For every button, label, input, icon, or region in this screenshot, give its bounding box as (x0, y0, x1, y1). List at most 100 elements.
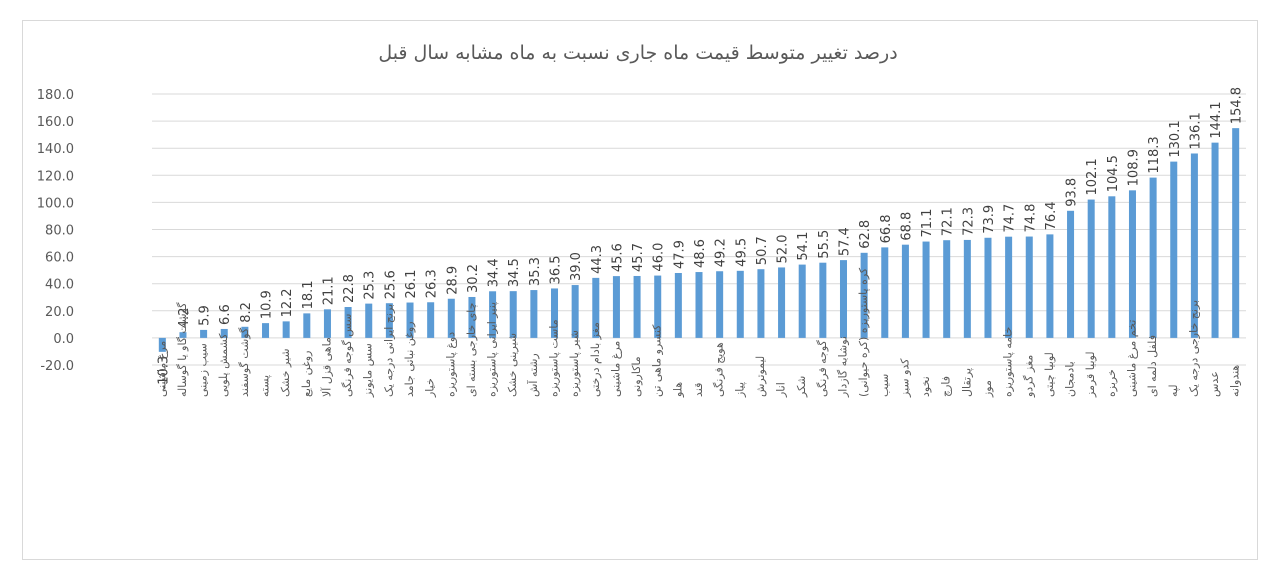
bar (943, 240, 951, 338)
data-label: 66.8 (879, 214, 894, 243)
category-label: سس مایونز (362, 343, 375, 398)
category-label: فلفل دلمه ای (1146, 335, 1159, 397)
category-label: دوغ پاستوریزه (444, 332, 457, 397)
bar (323, 309, 331, 338)
bar (798, 264, 806, 338)
bar (427, 302, 435, 338)
data-label: 49.5 (734, 238, 749, 267)
data-label: 6.6 (218, 304, 233, 325)
y-tick-label: -20.0 (40, 359, 74, 374)
category-label: عدس (1208, 371, 1221, 397)
bar (200, 329, 208, 338)
category-label: رشته آش (526, 353, 540, 397)
data-label: 74.7 (1003, 204, 1018, 233)
bar (716, 271, 724, 338)
bar (839, 260, 847, 338)
data-label: 54.1 (796, 232, 811, 261)
category-label: هویج فرنگی (713, 342, 726, 397)
bar (901, 244, 909, 338)
data-label: 4.2 (177, 308, 192, 329)
data-label: 93.8 (1065, 178, 1080, 207)
data-label: 34.4 (487, 258, 502, 287)
bar (736, 270, 744, 338)
data-label: 136.1 (1188, 112, 1203, 149)
category-label: کدو سبز (898, 358, 911, 398)
category-label: شیرینی خشک (506, 333, 519, 397)
bar (406, 302, 414, 338)
data-label: 45.6 (610, 243, 625, 272)
data-label: 25.3 (363, 271, 378, 300)
category-label: هندوانه (1229, 365, 1242, 397)
data-label: 72.1 (941, 207, 956, 236)
category-label: هلو (671, 382, 684, 398)
bar (695, 272, 703, 338)
bar (1128, 190, 1136, 338)
category-label: ماکارونی (630, 356, 643, 397)
bar (468, 296, 476, 338)
category-label: کره پاستوریزه (کره حیوانی) (857, 267, 870, 397)
x-axis-labels: مرغ ماشینی گوشت گاو یا گوساله سیب زمینی کشم… (155, 267, 1241, 398)
data-label: 18.1 (301, 280, 316, 309)
bar (654, 275, 662, 338)
bar (1211, 142, 1219, 338)
category-label: روغن مایع (300, 351, 313, 397)
bar (489, 291, 497, 338)
bar (365, 303, 373, 338)
category-label: فارچ (940, 376, 953, 397)
category-label: ماست پاستوریزه (548, 319, 561, 397)
category-label: سیب (878, 374, 891, 397)
bars (158, 128, 1240, 352)
bar (1190, 153, 1198, 338)
data-label: 46.0 (652, 243, 667, 272)
data-label: 104.5 (1106, 155, 1121, 192)
category-label: روغن نباتی جامد (403, 321, 416, 397)
category-label: لوبیا قرمز (1084, 351, 1097, 398)
bar (757, 269, 765, 338)
data-label: 12.2 (280, 288, 295, 317)
data-label: 28.9 (445, 266, 460, 295)
bar (1046, 234, 1054, 338)
bar (674, 272, 682, 338)
bar (1170, 161, 1178, 338)
category-label: گوشت گوسفند (238, 327, 251, 397)
y-tick-label: 80.0 (45, 224, 74, 239)
category-label: نخود (919, 376, 932, 397)
bar (551, 288, 559, 338)
category-label: خیار (424, 378, 437, 398)
category-label: مرغ ماشینی (155, 341, 168, 397)
y-tick-label: 0.0 (53, 332, 74, 347)
data-label: 52.0 (776, 234, 791, 263)
bar (633, 275, 641, 338)
data-label: 49.2 (714, 238, 729, 267)
data-label: 5.9 (198, 305, 213, 326)
data-label: 68.8 (899, 212, 914, 241)
bar (860, 252, 868, 338)
bar (447, 298, 455, 338)
data-label: 26.1 (404, 270, 419, 299)
bar (1232, 128, 1240, 338)
category-label: چای خارجی بسته ای (465, 303, 478, 397)
category-label: سس گوجه فرنگی (341, 314, 354, 397)
data-label: 102.1 (1085, 158, 1100, 195)
data-label: 144.1 (1209, 101, 1224, 138)
bar (509, 291, 517, 338)
category-label: شیر پاستوریزه (568, 330, 581, 397)
bar (1087, 199, 1095, 338)
data-label: 62.8 (858, 220, 873, 249)
bar (571, 285, 579, 338)
bar (1005, 236, 1013, 338)
data-label: 74.8 (1023, 204, 1038, 233)
category-label: برنج خارجی درجه یک (1187, 300, 1200, 397)
data-label: 130.1 (1168, 120, 1183, 157)
data-label: 36.5 (549, 255, 564, 284)
category-label: مغز بادام درختی (589, 322, 602, 397)
data-label: 57.4 (837, 227, 852, 256)
category-label: پنیر ایرانی پاستوریزه (486, 302, 499, 397)
category-label: انار (775, 382, 788, 398)
y-tick-label: 100.0 (37, 196, 74, 211)
bar (282, 321, 290, 338)
category-label: ماهی قزل آلا (319, 337, 333, 397)
data-label: 35.3 (528, 257, 543, 286)
gridlines (152, 93, 1246, 366)
